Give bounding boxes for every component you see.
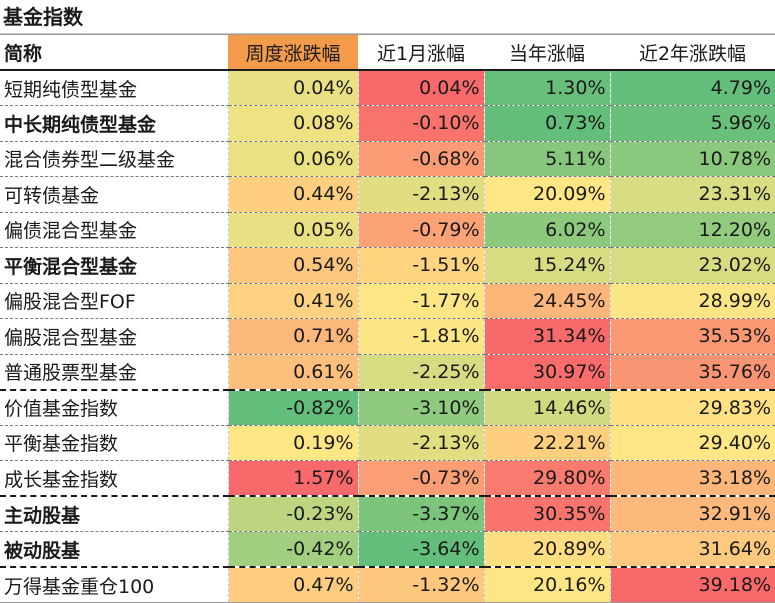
value-cell: 33.18% [609,460,775,497]
value-cell: -2.13% [357,425,484,461]
fund-name-cell: 偏股混合型基金 [0,318,228,355]
table-row: 价值基金指数 -0.82% -3.10% 14.46% 29.83% [0,388,775,426]
value-cell: -3.64% [357,531,484,568]
table-row: 平衡混合型基金 0.54% -1.51% 15.24% 23.02% [0,247,775,284]
column-header-1m: 近1月涨幅 [358,34,484,71]
value-cell: 0.54% [227,247,358,284]
value-cell: 1.30% [483,70,610,106]
table-row: 混合债券型二级基金 0.06% -0.68% 5.11% 10.78% [0,141,775,177]
table-row: 偏股混合型基金 0.71% -1.81% 31.34% 35.53% [0,318,775,355]
value-cell: 5.11% [483,141,610,177]
value-cell: 10.78% [609,141,775,177]
value-cell: 0.19% [227,425,358,461]
value-cell: 0.04% [227,70,358,106]
header-row: 简称 周度涨跌幅 近1月涨幅 当年涨幅 近2年涨跌幅 [0,34,775,71]
value-cell: -0.23% [227,495,358,532]
value-cell: 29.83% [609,388,775,426]
fund-name-cell: 平衡基金指数 [0,425,228,461]
value-cell: -3.37% [357,495,484,532]
fund-name-cell: 被动股基 [0,531,228,568]
value-cell: 23.31% [609,176,775,213]
table-row: 中长期纯债型基金 0.08% -0.10% 0.73% 5.96% [0,105,775,142]
value-cell: -1.51% [357,247,484,284]
value-cell: 0.06% [227,141,358,177]
value-cell: 0.41% [227,283,358,319]
value-cell: 20.16% [483,566,610,603]
value-cell: 28.99% [609,283,775,319]
value-cell: 24.45% [483,283,610,319]
column-header-ytd: 当年涨幅 [484,34,610,71]
value-cell: 0.47% [227,566,358,603]
value-cell: 29.40% [609,425,775,461]
table-row: 万得基金重仓100 0.47% -1.32% 20.16% 39.18% [0,566,775,603]
value-cell: -1.32% [357,566,484,603]
value-cell: -0.10% [357,105,484,142]
value-cell: -2.25% [357,354,484,390]
column-header-weekly: 周度涨跌幅 [228,34,358,71]
value-cell: 22.21% [483,425,610,461]
table-row: 偏股混合型FOF 0.41% -1.77% 24.45% 28.99% [0,283,775,319]
table-row: 短期纯债型基金 0.04% 0.04% 1.30% 4.79% [0,70,775,106]
value-cell: 0.04% [357,70,484,106]
value-cell: 30.97% [483,354,610,390]
table-row: 偏债混合型基金 0.05% -0.79% 6.02% 12.20% [0,212,775,248]
value-cell: -1.81% [357,318,484,355]
value-cell: 12.20% [609,212,775,248]
fund-name-cell: 偏股混合型FOF [0,283,228,319]
value-cell: 31.64% [609,531,775,568]
value-cell: 1.57% [227,460,358,497]
fund-name-cell: 混合债券型二级基金 [0,141,228,177]
value-cell: 32.91% [609,495,775,532]
column-header-name: 简称 [0,34,228,71]
table-row: 平衡基金指数 0.19% -2.13% 22.21% 29.40% [0,425,775,461]
value-cell: 0.61% [227,354,358,390]
value-cell: -2.13% [357,176,484,213]
table-row: 被动股基 -0.42% -3.64% 20.89% 31.64% [0,531,775,568]
value-cell: 23.02% [609,247,775,284]
value-cell: -0.42% [227,531,358,568]
table-title: 基金指数 [0,0,775,34]
value-cell: -0.82% [227,388,358,426]
value-cell: 15.24% [483,247,610,284]
table-row: 普通股票型基金 0.61% -2.25% 30.97% 35.76% [0,354,775,390]
value-cell: 0.05% [227,212,358,248]
value-cell: 20.89% [483,531,610,568]
value-cell: -0.73% [357,460,484,497]
value-cell: 30.35% [483,495,610,532]
value-cell: -0.79% [357,212,484,248]
value-cell: 35.76% [609,354,775,390]
value-cell: 4.79% [609,70,775,106]
value-cell: 0.73% [483,105,610,142]
value-cell: 14.46% [483,388,610,426]
value-cell: 39.18% [609,566,775,603]
value-cell: 29.80% [483,460,610,497]
table-row: 主动股基 -0.23% -3.37% 30.35% 32.91% [0,495,775,532]
fund-name-cell: 可转债基金 [0,176,228,213]
value-cell: 20.09% [483,176,610,213]
fund-name-cell: 中长期纯债型基金 [0,105,228,142]
table-body: 短期纯债型基金 0.04% 0.04% 1.30% 4.79% 中长期纯债型基金 0.08%… [0,70,775,603]
table-row: 可转债基金 0.44% -2.13% 20.09% 23.31% [0,176,775,213]
fund-name-cell: 主动股基 [0,495,228,532]
fund-name-cell: 成长基金指数 [0,460,228,497]
fund-name-cell: 价值基金指数 [0,388,228,426]
table-row: 成长基金指数 1.57% -0.73% 29.80% 33.18% [0,460,775,497]
value-cell: 31.34% [483,318,610,355]
fund-name-cell: 普通股票型基金 [0,354,228,390]
column-header-2y: 近2年涨跌幅 [610,34,775,71]
value-cell: -3.10% [357,388,484,426]
fund-name-cell: 短期纯债型基金 [0,70,228,106]
fund-name-cell: 平衡混合型基金 [0,247,228,284]
value-cell: 6.02% [483,212,610,248]
value-cell: 0.44% [227,176,358,213]
value-cell: 0.08% [227,105,358,142]
fund-index-table: 简称 周度涨跌幅 近1月涨幅 当年涨幅 近2年涨跌幅 短期纯债型基金 0.04% 0… [0,34,775,603]
fund-name-cell: 万得基金重仓100 [0,566,228,603]
value-cell: -0.68% [357,141,484,177]
value-cell: 0.71% [227,318,358,355]
fund-name-cell: 偏债混合型基金 [0,212,228,248]
value-cell: 35.53% [609,318,775,355]
value-cell: -1.77% [357,283,484,319]
value-cell: 5.96% [609,105,775,142]
